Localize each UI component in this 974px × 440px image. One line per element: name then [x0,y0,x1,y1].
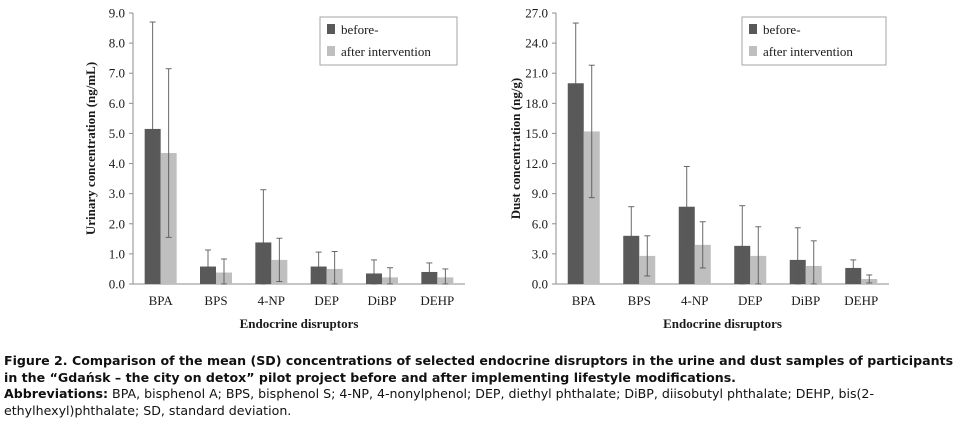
y-tick-label: 6.0 [109,96,125,111]
figure-caption: Figure 2. Comparison of the mean (SD) co… [4,353,970,419]
legend-box [741,16,887,66]
y-tick-label: 7.0 [109,66,125,81]
x-axis-title: Endocrine disruptors [240,316,359,331]
y-tick-label: 15.0 [525,126,548,141]
x-category-label: DiBP [368,293,397,308]
x-category-label: 4-NP [258,293,285,308]
legend-label: after intervention [763,44,853,59]
x-category-label: DEP [738,293,763,308]
y-tick-label: 0.0 [109,277,125,292]
y-tick-label: 8.0 [109,36,125,51]
legend-swatch [749,24,757,34]
y-tick-label: 9.0 [532,186,548,201]
bar-after [583,131,600,284]
legend-swatch [327,46,335,56]
x-axis-title: Endocrine disruptors [663,316,782,331]
legend-swatch [327,24,335,34]
y-tick-label: 3.0 [109,186,125,201]
y-tick-label: 5.0 [109,126,125,141]
y-tick-label: 9.0 [109,6,125,21]
x-category-label: DEHP [844,293,878,308]
abbreviations-text: BPA, bisphenol A; BPS, bisphenol S; 4-NP… [4,386,874,418]
legend-label: before- [341,22,379,37]
y-tick-label: 2.0 [109,216,125,231]
urinary-concentration-chart: 0.0 1.0 2.0 3.0 4.0 5.0 6.0 7.0 8.0 9.0 BPA BPS 4-NP… [83,6,465,331]
y-tick-label: 6.0 [532,216,548,231]
y-tick-label: 18.0 [525,96,548,111]
abbreviations-label: Abbreviations: [4,386,109,401]
x-category-label: DEP [314,293,339,308]
x-category-label: BPS [204,293,227,308]
y-tick-label: 12.0 [525,156,548,171]
x-category-label: BPA [149,293,174,308]
x-category-label: 4-NP [681,293,708,308]
y-tick-label: 24.0 [525,36,548,51]
caption-title: Figure 2. Comparison of the mean (SD) co… [4,353,954,385]
y-tick-label: 0.0 [532,277,548,292]
y-axis-title: Urinary concentration (ng/mL) [83,62,98,235]
dust-concentration-chart: 0.0 3.0 6.0 9.0 12.0 15.0 18.0 21.0 24.0 27.0 BPA B… [508,6,889,331]
legend-box [319,16,458,66]
y-tick-label: 1.0 [109,246,125,261]
y-tick-label: 21.0 [525,66,548,81]
legend-swatch [749,46,757,56]
y-axis-title: Dust concentration (ng/g) [508,78,523,220]
bar-before [567,83,584,284]
legend-label: after intervention [341,44,431,59]
y-tick-label: 3.0 [532,246,548,261]
legend-label: before- [763,22,801,37]
x-category-label: DEHP [420,293,454,308]
y-tick-label: 4.0 [109,156,125,171]
y-tick-label: 27.0 [525,6,548,21]
x-category-label: DiBP [791,293,820,308]
x-category-label: BPA [572,293,597,308]
x-category-label: BPS [628,293,651,308]
